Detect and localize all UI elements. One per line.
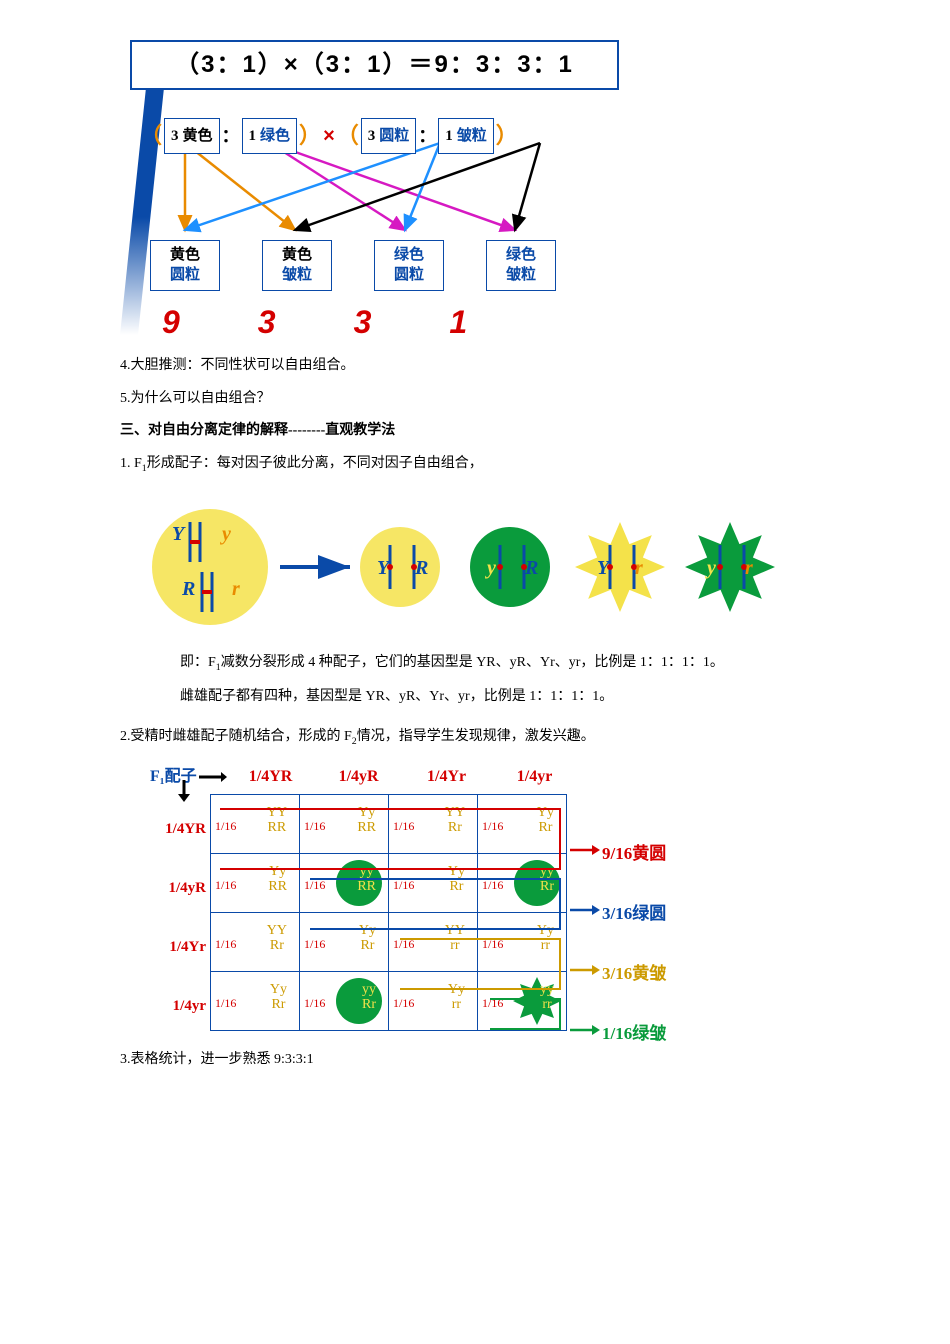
punnett-square: F₁配子1/4YR1/4yR1/4Yr1/4yr1/4YR1/16YYRR1/1…	[150, 762, 750, 1031]
svg-text:y: y	[220, 523, 231, 545]
para-4: 4.大胆推测：不同性状可以自由组合。	[120, 353, 850, 380]
gamete-svg: Yy Rr Y Ry R Yr y r	[140, 502, 780, 632]
p9-a: 2.受精时雌雄配子随机结合，形成的 F	[120, 729, 352, 744]
para-5: 5.为什么可以自由组合？	[120, 386, 850, 413]
p9-b: 情况，指导学生发现规律，激发兴趣。	[357, 729, 595, 744]
para-7: 即：F1减数分裂形成 4 种配子，它们的基因型是 YR、yR、Yr、yr，比例是…	[180, 650, 850, 677]
svg-text:Y: Y	[597, 557, 611, 579]
p6-b: 形成配子：每对因子彼此分离，不同对因子自由组合，	[147, 456, 483, 471]
svg-text:Y: Y	[172, 523, 186, 545]
svg-text:r: r	[745, 557, 753, 579]
svg-text:R: R	[524, 557, 538, 579]
formula-box: （3：1）×（3：1）＝9：3：3：1	[130, 40, 619, 90]
svg-text:y: y	[485, 557, 496, 579]
formula-text: （3：1）×（3：1）＝9：3：3：1	[175, 42, 574, 88]
para-9: 2.受精时雌雄配子随机结合，形成的 F2情况，指导学生发现规律，激发兴趣。	[120, 724, 850, 751]
para-6: 1. F1形成配子：每对因子彼此分离，不同对因子自由组合，	[120, 451, 850, 478]
ratio-diagram: （3：1）×（3：1）＝9：3：3：1 （3黄色：1绿色）×（3圆粒：1皱粒） …	[120, 40, 640, 335]
p7-b: 减数分裂形成 4 种配子，它们的基因型是 YR、yR、Yr、yr，比例是 1：1…	[221, 655, 724, 670]
svg-text:Y: Y	[377, 557, 391, 579]
para-10: 3.表格统计，进一步熟悉 9:3:3:1	[120, 1047, 850, 1074]
svg-text:R: R	[181, 578, 195, 600]
p7-a: 即：F	[180, 655, 216, 670]
svg-text:y: y	[705, 557, 716, 579]
factor-row: （3黄色：1绿色）×（3圆粒：1皱粒）	[140, 115, 630, 157]
para-8: 雌雄配子都有四种，基因型是 YR、yR、Yr、yr，比例是 1：1：1：1。	[180, 684, 850, 711]
svg-text:R: R	[414, 557, 428, 579]
svg-text:r: r	[232, 578, 240, 600]
p6-a: 1. F	[120, 456, 142, 471]
svg-text:r: r	[635, 557, 643, 579]
phenotype-boxes: 黄色圆粒黄色皱粒绿色圆粒绿色皱粒	[150, 240, 556, 291]
ratio-numbers: 9331	[162, 292, 467, 353]
gamete-diagram: Yy Rr Y Ry R Yr y r	[140, 502, 780, 632]
heading-3: 三、对自由分离定律的解释--------直观教学法	[120, 418, 850, 445]
